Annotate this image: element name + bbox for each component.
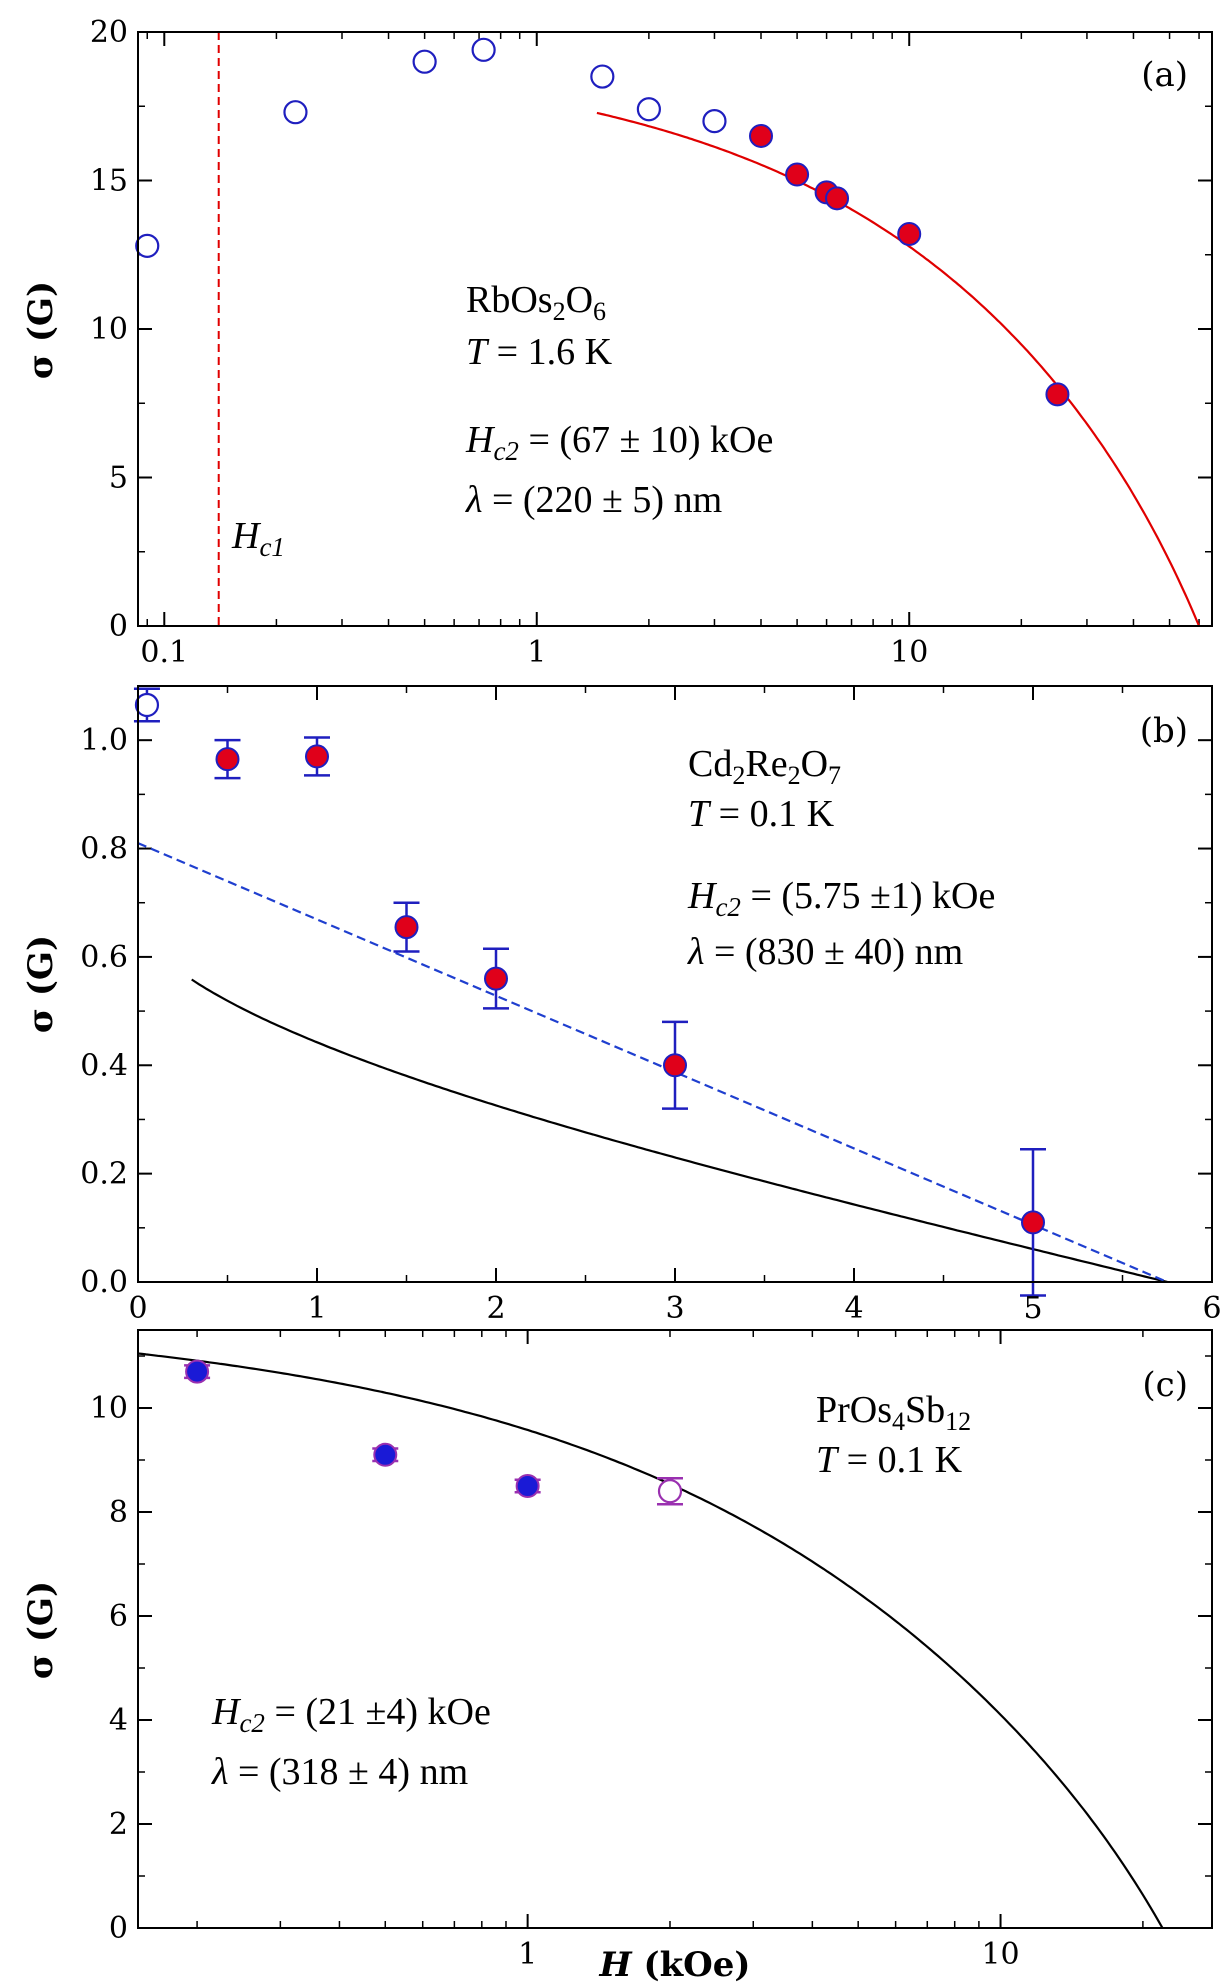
panel-a-temperature: T = 1.6 K: [466, 331, 613, 373]
y-tick-label: 2: [109, 1807, 128, 1842]
panel-a-frame: [137, 31, 1213, 627]
panel-b-lambda: λ = (830 ± 40) nm: [687, 931, 963, 973]
data-point-open: [657, 1479, 683, 1504]
data-point: [663, 1053, 687, 1078]
y-tick-label: 20: [90, 15, 128, 50]
data-point: [897, 221, 922, 246]
y-tick-label: 10: [90, 312, 128, 347]
panel-a-hc1-label: Hc1: [231, 515, 285, 562]
fit-curve: [191, 978, 1168, 1282]
data-point: [515, 1474, 540, 1498]
data-point-open: [283, 100, 308, 125]
panel-c-curves: [138, 1352, 1164, 1928]
data-point: [1021, 1210, 1045, 1235]
panel-b: 0 1 2 3 4 5 6 0.0 0.2 0.4 0.6 0.8 1.0 σ (G) (b) Cd2R…: [21, 685, 1222, 1326]
data-point-open: [412, 49, 437, 74]
panel-c-temperature: T = 0.1 K: [816, 1439, 963, 1481]
panel-a-tick-labels: 0.1 1 10 0 5 10 15 20: [90, 15, 928, 670]
panel-b-curves: [138, 842, 1168, 1282]
data-point-open: [134, 692, 160, 718]
data-point: [825, 186, 850, 211]
y-tick-label: 1.0: [80, 723, 128, 758]
data-point: [748, 123, 773, 148]
x-tick-label: 10: [890, 635, 928, 670]
panel-a-y-label: σ (G): [21, 281, 61, 379]
data-point: [484, 966, 508, 991]
data-point-open: [702, 108, 727, 134]
panel-a-curves: [217, 32, 1201, 626]
y-tick-label: 10: [90, 1391, 128, 1426]
y-tick-label: 0.0: [80, 1265, 128, 1300]
panel-c-tick-labels: 1 10 0 2 4 6 8 10: [90, 1391, 1020, 1972]
data-point-open: [135, 233, 160, 258]
x-tick-label: 0.1: [140, 635, 188, 670]
panel-c: 1 10 0 2 4 6 8 10 σ (G) (c) PrOs4Sb12 T = 0.1 K…: [21, 1329, 1213, 1985]
data-point: [373, 1442, 398, 1467]
panel-b-hc2: Hc2 = (5.75 ±1) kOe: [687, 875, 995, 922]
y-tick-label: 8: [109, 1495, 128, 1530]
x-tick-label: 1: [307, 1291, 326, 1326]
panel-a: 0.1 1 10 0 5 10 15 20 σ (G) (a) RbOs2O6 T = 1.6…: [21, 15, 1213, 670]
panel-b-tick-labels: 0 1 2 3 4 5 6 0.0 0.2 0.4 0.6 0.8 1.0: [80, 723, 1221, 1326]
data-point-open: [636, 97, 661, 122]
panel-b-frame: [137, 685, 1213, 1283]
panel-c-compound: PrOs4Sb12: [816, 1389, 971, 1436]
data-point: [305, 744, 329, 769]
panel-c-lambda: λ = (318 ± 4) nm: [211, 1751, 468, 1793]
y-tick-label: 0.2: [80, 1157, 128, 1192]
panel-a-label: (a): [1141, 55, 1188, 95]
x-tick-label: 0: [128, 1291, 147, 1326]
panel-c-ticks: [138, 1330, 1212, 1929]
x-tick-label: 5: [1023, 1291, 1042, 1326]
data-point-open: [590, 64, 615, 89]
panel-c-frame: [137, 1329, 1213, 1929]
data-point-open: [471, 37, 496, 62]
y-tick-label: 0.6: [80, 940, 128, 975]
panel-a-compound: RbOs2O6: [466, 279, 606, 326]
y-tick-label: 15: [90, 164, 128, 199]
y-tick-label: 5: [109, 461, 128, 496]
y-tick-label: 0.4: [80, 1048, 128, 1083]
y-tick-label: 0: [109, 1911, 128, 1946]
fit-curve: [138, 1352, 1164, 1928]
x-tick-label: 4: [844, 1291, 863, 1326]
dashed-fit-line: [138, 842, 1168, 1282]
x-tick-label: 3: [665, 1291, 684, 1326]
data-point: [1045, 382, 1070, 407]
x-tick-label: 10: [981, 1937, 1019, 1972]
data-point: [394, 915, 419, 940]
panel-b-y-label: σ (G): [21, 935, 61, 1033]
fit-curve: [596, 111, 1201, 626]
panel-b-compound: Cd2Re2O7: [688, 743, 841, 790]
panel-c-points: [184, 1359, 683, 1506]
y-tick-label: 0.8: [80, 832, 128, 867]
data-point: [785, 162, 810, 187]
panel-b-temperature: T = 0.1 K: [688, 793, 835, 835]
panel-b-ticks: [137, 686, 1213, 1283]
y-tick-label: 4: [109, 1703, 128, 1738]
data-point: [185, 1359, 210, 1384]
y-tick-label: 6: [109, 1599, 128, 1634]
panel-a-points: [135, 37, 1070, 407]
y-tick-label: 0: [109, 609, 128, 644]
panel-a-hc2: Hc2 = (67 ± 10) kOe: [465, 419, 773, 466]
panel-c-y-label: σ (G): [21, 1581, 61, 1679]
x-tick-label: 2: [486, 1291, 505, 1326]
data-point: [215, 747, 240, 772]
panel-c-hc2: Hc2 = (21 ±4) kOe: [211, 1691, 491, 1738]
panel-a-lambda: λ = (220 ± 5) nm: [465, 479, 722, 521]
x-tick-label: 1: [527, 635, 546, 670]
panel-b-label: (b): [1140, 711, 1188, 751]
panel-b-points: [133, 687, 1046, 1297]
x-tick-label: 1: [518, 1937, 537, 1972]
panel-c-x-label: H (kOe): [599, 1945, 751, 1985]
x-tick-label: 6: [1202, 1291, 1221, 1326]
panel-c-label: (c): [1142, 1365, 1188, 1405]
